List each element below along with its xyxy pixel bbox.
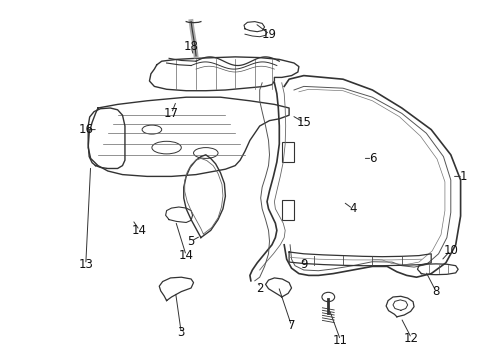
Text: 16: 16: [78, 123, 93, 136]
Text: 17: 17: [164, 107, 179, 120]
Text: 19: 19: [262, 28, 277, 41]
Text: 2: 2: [256, 282, 264, 294]
Text: 13: 13: [78, 258, 93, 271]
Text: 4: 4: [349, 202, 357, 215]
Text: 1: 1: [459, 170, 467, 183]
Circle shape: [322, 292, 335, 302]
Text: 15: 15: [296, 116, 311, 129]
Text: 3: 3: [177, 327, 185, 339]
Ellipse shape: [142, 125, 162, 134]
Text: 12: 12: [404, 332, 419, 345]
Ellipse shape: [194, 148, 218, 158]
Text: 18: 18: [184, 40, 198, 53]
Text: 5: 5: [187, 235, 195, 248]
Text: 7: 7: [288, 319, 295, 332]
Text: 10: 10: [443, 244, 458, 257]
Text: 14: 14: [179, 249, 194, 262]
Text: 11: 11: [333, 334, 348, 347]
Text: 14: 14: [132, 224, 147, 237]
Text: 6: 6: [368, 152, 376, 165]
FancyBboxPatch shape: [282, 142, 294, 162]
Text: 8: 8: [432, 285, 440, 298]
Text: 9: 9: [300, 258, 308, 271]
Ellipse shape: [152, 141, 181, 154]
FancyBboxPatch shape: [282, 200, 294, 220]
